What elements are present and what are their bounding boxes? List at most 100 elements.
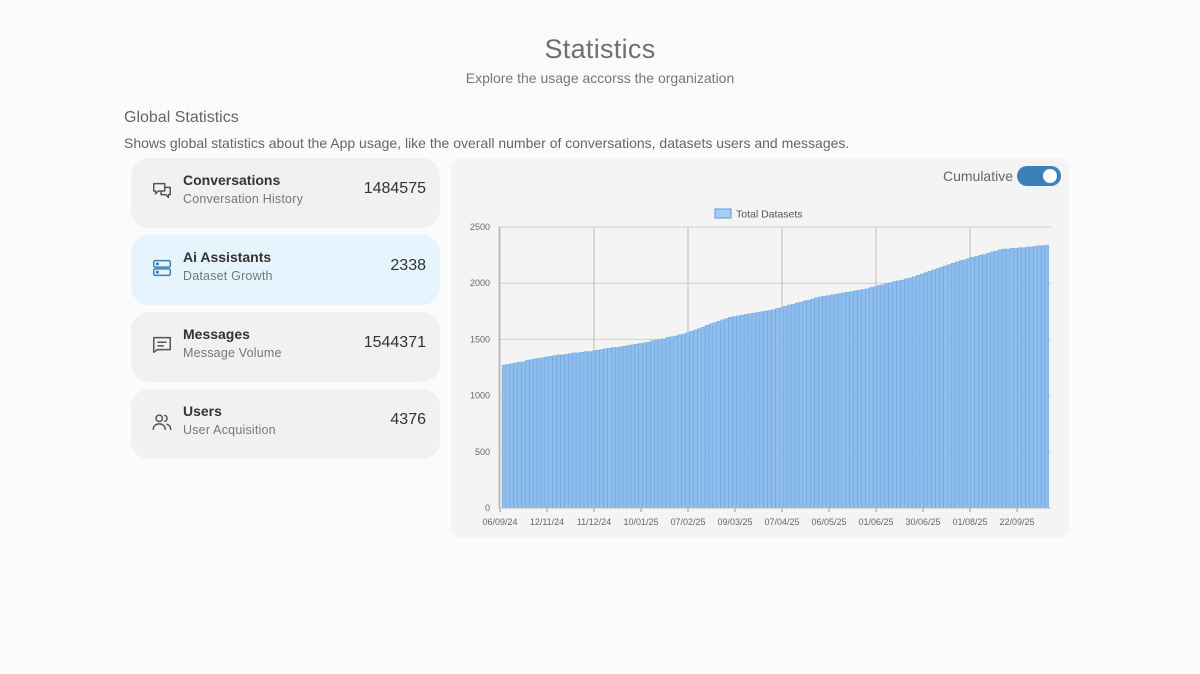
bar	[1005, 248, 1010, 509]
card-users[interactable]: Users User Acquisition 4376	[131, 389, 440, 459]
bar	[587, 351, 592, 509]
bar	[974, 256, 979, 509]
bar	[857, 289, 862, 509]
bar	[740, 314, 745, 509]
bar	[763, 310, 768, 509]
bar	[873, 286, 878, 509]
bar	[947, 264, 952, 509]
bar	[986, 252, 991, 509]
bar	[759, 311, 764, 509]
bar	[1017, 247, 1022, 509]
bar	[958, 260, 963, 509]
cumulative-toggle[interactable]	[1017, 166, 1061, 186]
bar	[1037, 245, 1042, 509]
bar	[646, 341, 651, 509]
bar	[744, 314, 749, 509]
message-icon	[151, 334, 173, 356]
x-tick-label: 01/08/25	[952, 517, 987, 527]
bar	[794, 302, 799, 509]
page-subtitle: Explore the usage accorss the organizati…	[465, 70, 735, 86]
bar	[912, 276, 917, 509]
bar	[673, 335, 678, 509]
bar	[802, 300, 807, 509]
bar	[783, 306, 788, 509]
card-title: Users	[183, 403, 222, 419]
bar	[853, 290, 858, 509]
bar	[1021, 247, 1026, 509]
datasets-chart: 0 500 1000 1500 2000 2500 06/09/24 12/11/24 11/1…	[470, 208, 1051, 527]
bar	[701, 327, 706, 509]
bar	[693, 329, 698, 509]
bar	[685, 332, 690, 509]
bar	[849, 291, 854, 509]
bar	[595, 350, 600, 509]
bar	[556, 354, 561, 509]
card-ai-assistants[interactable]: Ai Assistants Dataset Growth 2338	[131, 235, 440, 305]
bar	[716, 321, 721, 509]
bar	[642, 342, 647, 509]
bar	[505, 364, 510, 509]
bar	[552, 355, 557, 509]
database-icon	[151, 257, 173, 279]
bar	[509, 363, 514, 509]
bar	[998, 249, 1003, 509]
bar	[939, 267, 944, 509]
bar	[935, 268, 940, 509]
bar	[724, 318, 729, 509]
stat-cards: Conversations Conversation History 14845…	[131, 158, 440, 466]
card-conversations[interactable]: Conversations Conversation History 14845…	[131, 158, 440, 228]
bar	[521, 361, 526, 509]
bar	[955, 261, 960, 509]
bar	[599, 349, 604, 509]
bar	[622, 345, 627, 509]
x-tick-label: 07/04/25	[764, 517, 799, 527]
bar	[869, 287, 874, 509]
toggle-knob[interactable]	[1043, 169, 1057, 183]
bar	[880, 284, 885, 509]
bar	[861, 289, 866, 509]
x-tick-label: 30/06/25	[905, 517, 940, 527]
bar	[736, 315, 741, 509]
section-title: Global Statistics	[124, 109, 239, 126]
bar	[591, 350, 596, 509]
bar	[994, 250, 999, 509]
bar	[779, 307, 784, 509]
bar	[818, 296, 823, 509]
bar	[978, 254, 983, 509]
card-value: 2338	[390, 257, 426, 274]
bar	[708, 323, 713, 509]
x-tick-label: 01/06/25	[858, 517, 893, 527]
bar	[966, 258, 971, 509]
bar	[755, 312, 760, 509]
card-messages[interactable]: Messages Message Volume 1544371	[131, 312, 440, 382]
bar	[923, 272, 928, 509]
bar	[771, 309, 776, 509]
bar	[892, 281, 897, 509]
bar	[1001, 248, 1006, 509]
y-tick-label: 2000	[470, 278, 490, 288]
bar	[677, 334, 682, 509]
bar	[697, 328, 702, 509]
bar	[1025, 246, 1030, 509]
x-tick-label: 11/12/24	[577, 517, 611, 527]
bar	[501, 364, 506, 509]
bar	[1044, 245, 1049, 509]
bar	[810, 298, 815, 509]
bar	[669, 336, 674, 509]
bar	[1029, 246, 1034, 509]
bar	[798, 302, 803, 509]
bar	[1009, 248, 1014, 509]
bar	[876, 285, 881, 509]
bar	[619, 346, 624, 509]
bar	[568, 353, 573, 509]
bar	[607, 347, 612, 509]
bar	[751, 312, 756, 509]
x-tick-label: 06/09/24	[482, 517, 517, 527]
bar	[919, 273, 924, 509]
bar	[564, 354, 569, 509]
bar	[665, 337, 670, 509]
bar	[603, 348, 608, 509]
bar	[830, 294, 835, 509]
bar	[767, 310, 772, 509]
bar	[626, 345, 631, 509]
